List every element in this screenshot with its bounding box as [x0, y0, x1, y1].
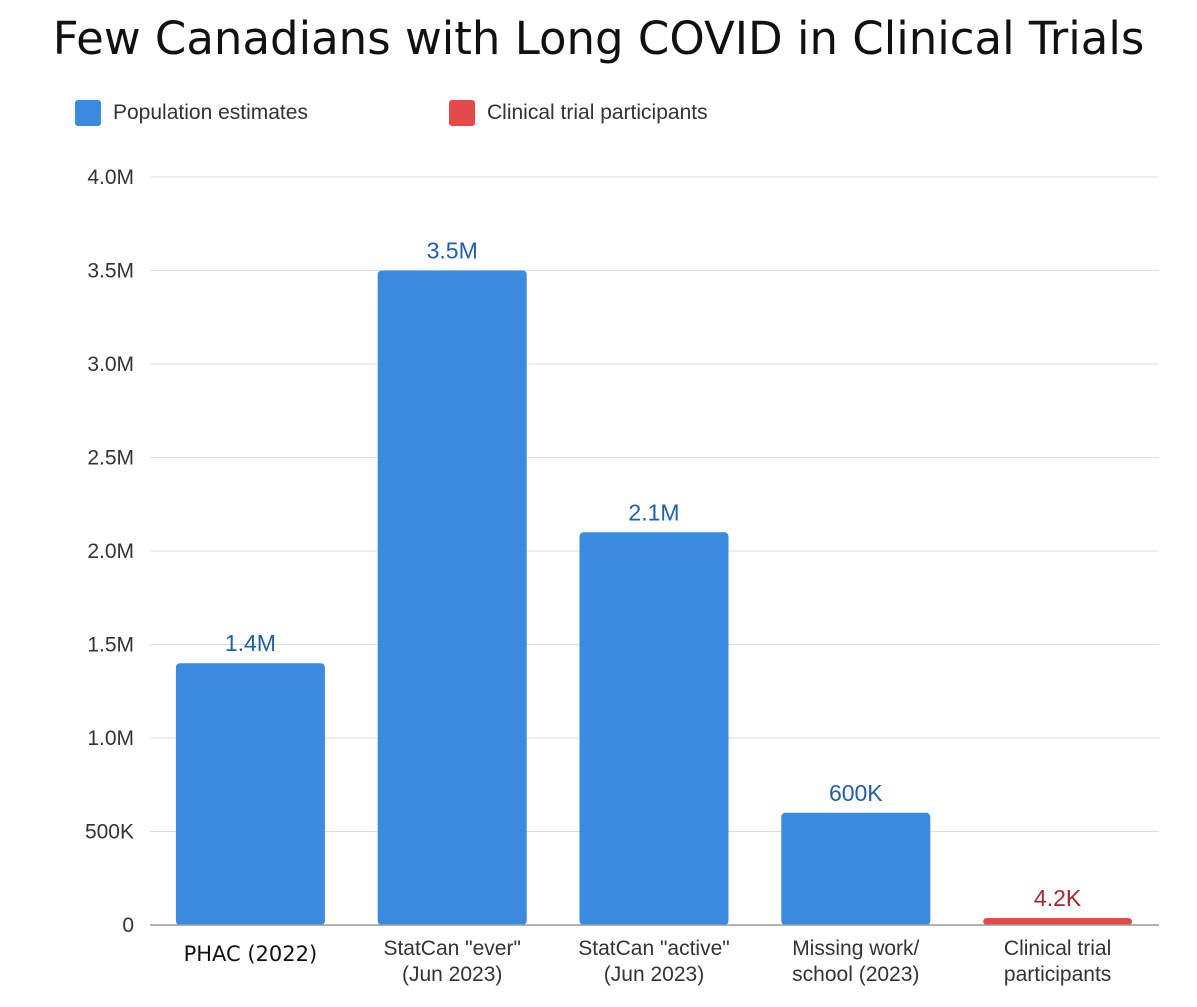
y-tick-label: 3.0M [87, 353, 134, 376]
x-tick-label: (Jun 2023) [402, 963, 502, 986]
x-tick-label: Missing work/ [792, 937, 919, 960]
legend-swatch-population-estimates [75, 100, 101, 126]
legend-swatch-clinical-trial-participants [449, 100, 475, 126]
x-tick-label: StatCan "ever" [383, 937, 520, 960]
x-tick-label: StatCan "active" [578, 937, 729, 960]
data-label: 3.5M [427, 238, 478, 264]
bar [983, 918, 1133, 925]
bar [579, 532, 729, 925]
x-tick-label: school (2023) [792, 963, 919, 986]
y-tick-label: 0 [122, 914, 134, 937]
y-tick-label: 2.0M [87, 540, 134, 563]
data-label: 600K [829, 780, 883, 806]
data-label: 2.1M [628, 499, 679, 525]
y-tick-label: 1.0M [87, 727, 134, 750]
legend-label-clinical-trial-participants: Clinical trial participants [487, 101, 708, 124]
bar [781, 812, 931, 925]
x-tick-label: (Jun 2023) [604, 963, 704, 986]
x-tick-label: participants [1004, 963, 1111, 986]
y-tick-label: 2.5M [87, 447, 134, 470]
bar [377, 270, 527, 925]
y-tick-label: 4.0M [87, 166, 134, 189]
legend-item-clinical-trial-participants: Clinical trial participants [449, 99, 708, 127]
x-tick-label: Clinical trial [1004, 937, 1111, 960]
bar [175, 663, 325, 925]
y-tick-label: 500K [85, 821, 134, 844]
legend-item-population-estimates: Population estimates [75, 99, 308, 127]
data-label: 4.2K [1034, 885, 1082, 911]
y-tick-label: 1.5M [87, 634, 134, 657]
data-label: 1.4M [225, 630, 276, 656]
chart-title: Few Canadians with Long COVID in Clinica… [52, 12, 1145, 65]
legend-label-population-estimates: Population estimates [113, 101, 308, 124]
y-tick-label: 3.5M [87, 260, 134, 283]
x-tick-label: PHAC (2022) [184, 942, 318, 966]
